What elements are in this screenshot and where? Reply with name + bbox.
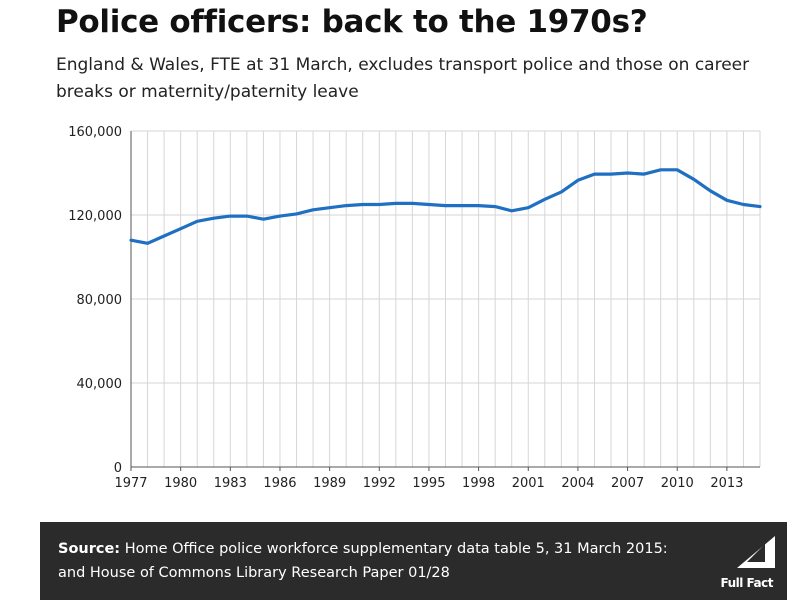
x-tick-label: 2013 [710,476,743,491]
source-text: Home Office police workforce supplementa… [58,541,668,581]
x-tick-label: 2004 [561,476,594,491]
source-footer: Source: Home Office police workforce sup… [40,522,787,600]
x-tick-label: 1998 [462,476,495,491]
y-tick-label: 120,000 [68,209,122,224]
x-tick-label: 1989 [313,476,346,491]
full-fact-logo-icon [737,536,775,568]
x-tick-label: 1977 [114,476,147,491]
x-tick-label: 1986 [263,476,296,491]
series-line [129,168,762,245]
y-tick-label: 40,000 [77,377,123,392]
x-tick-label: 2007 [611,476,644,491]
x-tick-label: 2010 [661,476,694,491]
x-tick-label: 2001 [512,476,545,491]
x-tick-label: 1980 [164,476,197,491]
x-tick-label: 1992 [363,476,396,491]
chart-svg: 0 40,000 80,000 120,000 160,000 1977 1980 1983 1… [68,125,762,491]
chart-subtitle: England & Wales, FTE at 31 March, exclud… [56,55,750,102]
chart-title: Police officers: back to the 1970s? [56,4,648,40]
y-tick-label: 0 [114,461,122,476]
source-note: Source: Home Office police workforce sup… [58,537,698,585]
line-chart: 0 40,000 80,000 120,000 160,000 1977 1980 1983 1… [0,110,800,500]
source-label: Source: [58,541,121,557]
logo-text: Full Fact [720,576,774,590]
y-tick-label: 160,000 [68,125,122,140]
y-tick-label: 80,000 [77,293,123,308]
x-tick-label: 1995 [412,476,445,491]
x-tick-label: 1983 [214,476,247,491]
